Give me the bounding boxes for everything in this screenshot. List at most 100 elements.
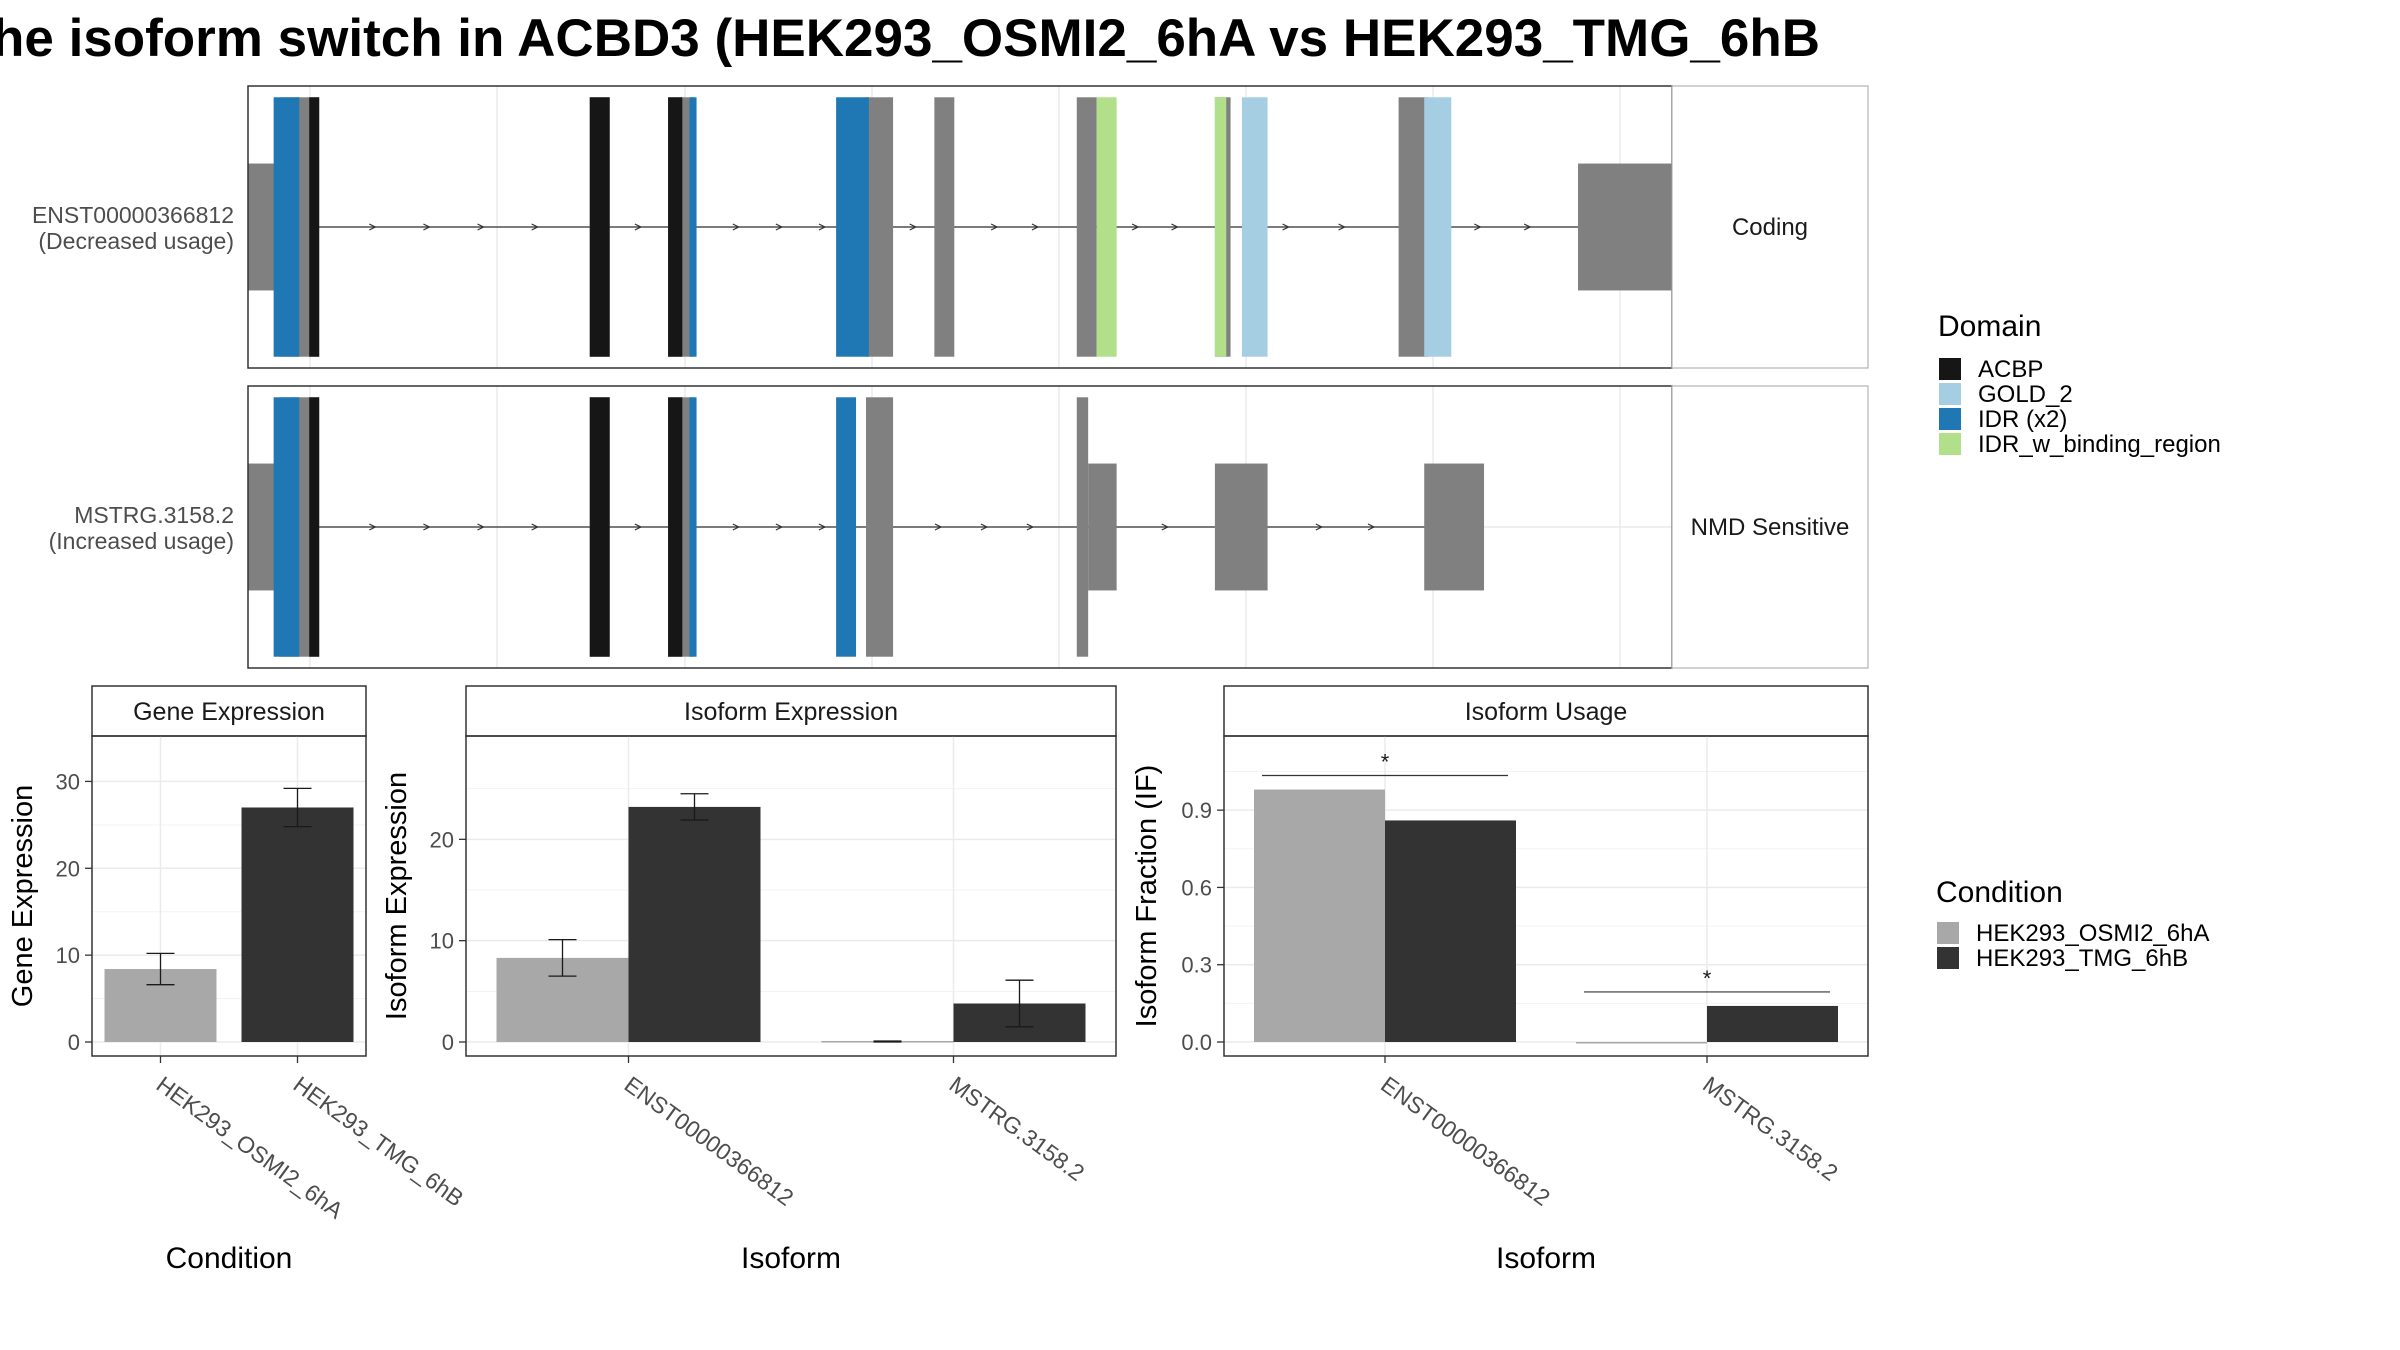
domain-idr (273, 397, 300, 657)
y-tick-label: 30 (56, 769, 80, 794)
bar-hek293_osmi2_6ha (1576, 1042, 1707, 1044)
intron-direction-arrow (732, 523, 741, 531)
domain-idr (836, 97, 869, 357)
domain-legend-swatch (1939, 358, 1961, 380)
transcript-id-label: ENST00000366812 (32, 202, 234, 228)
intron-direction-arrow (934, 523, 943, 531)
significance-star: * (1381, 750, 1390, 775)
domain-idr (689, 397, 697, 657)
bar-panel-border (1223, 735, 1869, 1057)
bar-panel-strip (91, 685, 367, 737)
intron-direction-arrow (818, 223, 827, 231)
intron-direction-arrow (477, 523, 485, 531)
exon-block (866, 97, 894, 357)
intron-direction-arrow (1282, 223, 1290, 231)
condition-legend-label: HEK293_TMG_6hB (1976, 945, 2188, 972)
bar-panel-title: Gene Expression (133, 698, 325, 726)
intron-direction-arrow (423, 523, 431, 531)
y-axis-title: Isoform Fraction (IF) (1131, 765, 1163, 1028)
intron-direction-arrow (1161, 523, 1170, 531)
intron-direction-arrow (531, 523, 539, 531)
intron-direction-arrow (1031, 223, 1040, 231)
condition-legend-swatch (1937, 922, 1959, 944)
condition-legend-swatch (1937, 947, 1959, 969)
intron-direction-arrow (775, 223, 784, 231)
condition-legend-label: HEK293_OSMI2_6hA (1976, 920, 2209, 947)
domain-acbp (668, 397, 683, 657)
intron-direction-arrow (1474, 223, 1482, 231)
model-strip (1671, 85, 1869, 369)
bar-hek293_tmg_6hb (1707, 1005, 1838, 1042)
intron-direction-arrow (1026, 523, 1035, 531)
y-tick-label: 20 (56, 856, 80, 881)
y-axis-title: Isoform Expression (381, 772, 413, 1020)
domain-legend-swatch (1939, 433, 1961, 455)
intron-direction-arrow (818, 523, 827, 531)
intron-direction-arrow (1367, 523, 1376, 531)
intron-direction-arrow (477, 223, 485, 231)
domain-acbp (589, 97, 610, 357)
intron-direction-arrow (1523, 223, 1532, 231)
intron-direction-arrow (1315, 523, 1324, 531)
domain-legend-label: ACBP (1978, 356, 2043, 383)
domain-idr-w-binding-region (1096, 97, 1117, 357)
intron-direction-arrow (634, 223, 643, 231)
intron-direction-arrow (1131, 223, 1140, 231)
exon-block (1214, 463, 1268, 591)
intron-direction-arrow (634, 523, 643, 531)
y-tick-label: 0.6 (1181, 875, 1212, 900)
y-tick-label: 0.3 (1181, 953, 1212, 978)
transcript-usage-label: (Decreased usage) (38, 228, 234, 254)
transcript-structure-panel: Coding ENST00000366812(Decreased usage) NM… (32, 85, 1869, 669)
exon-block (1088, 463, 1117, 591)
y-tick-label: 0 (442, 1030, 454, 1055)
intron-direction-arrow (1338, 223, 1346, 231)
bar-panel-title: Isoform Expression (684, 698, 898, 726)
intron-direction-arrow (909, 223, 918, 231)
x-axis-title: Isoform (1496, 1242, 1596, 1275)
bar-hek293_osmi2_6ha (1254, 789, 1385, 1042)
domain-gold-2 (1241, 97, 1268, 357)
transcript-category-label: Coding (1732, 214, 1808, 241)
domain-idr (689, 97, 697, 357)
x-tick-label: MSTRG.3158.2 (945, 1071, 1090, 1186)
domain-acbp (668, 97, 683, 357)
intron-direction-arrow (775, 523, 784, 531)
exon-block (1398, 97, 1429, 357)
y-axis-title: Gene Expression (7, 785, 39, 1007)
exon-block (934, 97, 955, 357)
condition-legend-title: Condition (1936, 876, 2063, 909)
y-tick-label: 0 (68, 1030, 80, 1055)
domain-acbp (309, 97, 320, 357)
domain-gold-2 (1424, 97, 1452, 357)
domain-idr (273, 97, 300, 357)
domain-idr-w-binding-region (1214, 97, 1227, 357)
exon-block (1424, 463, 1485, 591)
transcript-usage-label: (Increased usage) (49, 528, 234, 554)
figure-title: he isoform switch in ACBD3 (HEK293_OSMI2… (0, 9, 1820, 68)
bar-panel-title: Isoform Usage (1465, 698, 1628, 726)
model-strip (1671, 385, 1869, 669)
expression-bar-panels: Gene Expression0102030HEK293_OSMI2_6hAHE… (7, 685, 1869, 1275)
x-tick-label: ENST00000366812 (620, 1071, 799, 1211)
bar-panel-strip (465, 685, 1117, 737)
intron-direction-arrow (980, 523, 989, 531)
domain-acbp (309, 397, 320, 657)
y-tick-label: 20 (430, 827, 454, 852)
domain-legend-label: GOLD_2 (1978, 381, 2073, 408)
transcript-category-label: NMD Sensitive (1691, 514, 1850, 541)
domain-legend-label: IDR (x2) (1978, 406, 2067, 433)
x-axis-title: Isoform (741, 1242, 841, 1275)
domain-acbp (589, 397, 610, 657)
bar-panel-border (91, 735, 367, 1057)
exon-block (866, 397, 894, 657)
transcript-id-label: MSTRG.3158.2 (74, 502, 234, 528)
domain-idr (836, 397, 857, 657)
domain-legend-swatch (1939, 408, 1961, 430)
exon-block (1578, 163, 1672, 291)
y-tick-label: 0.0 (1181, 1030, 1212, 1055)
domain-legend-title: Domain (1938, 310, 2041, 343)
bar-hek293_tmg_6hb (628, 806, 761, 1042)
bar-panel-border (465, 735, 1117, 1057)
